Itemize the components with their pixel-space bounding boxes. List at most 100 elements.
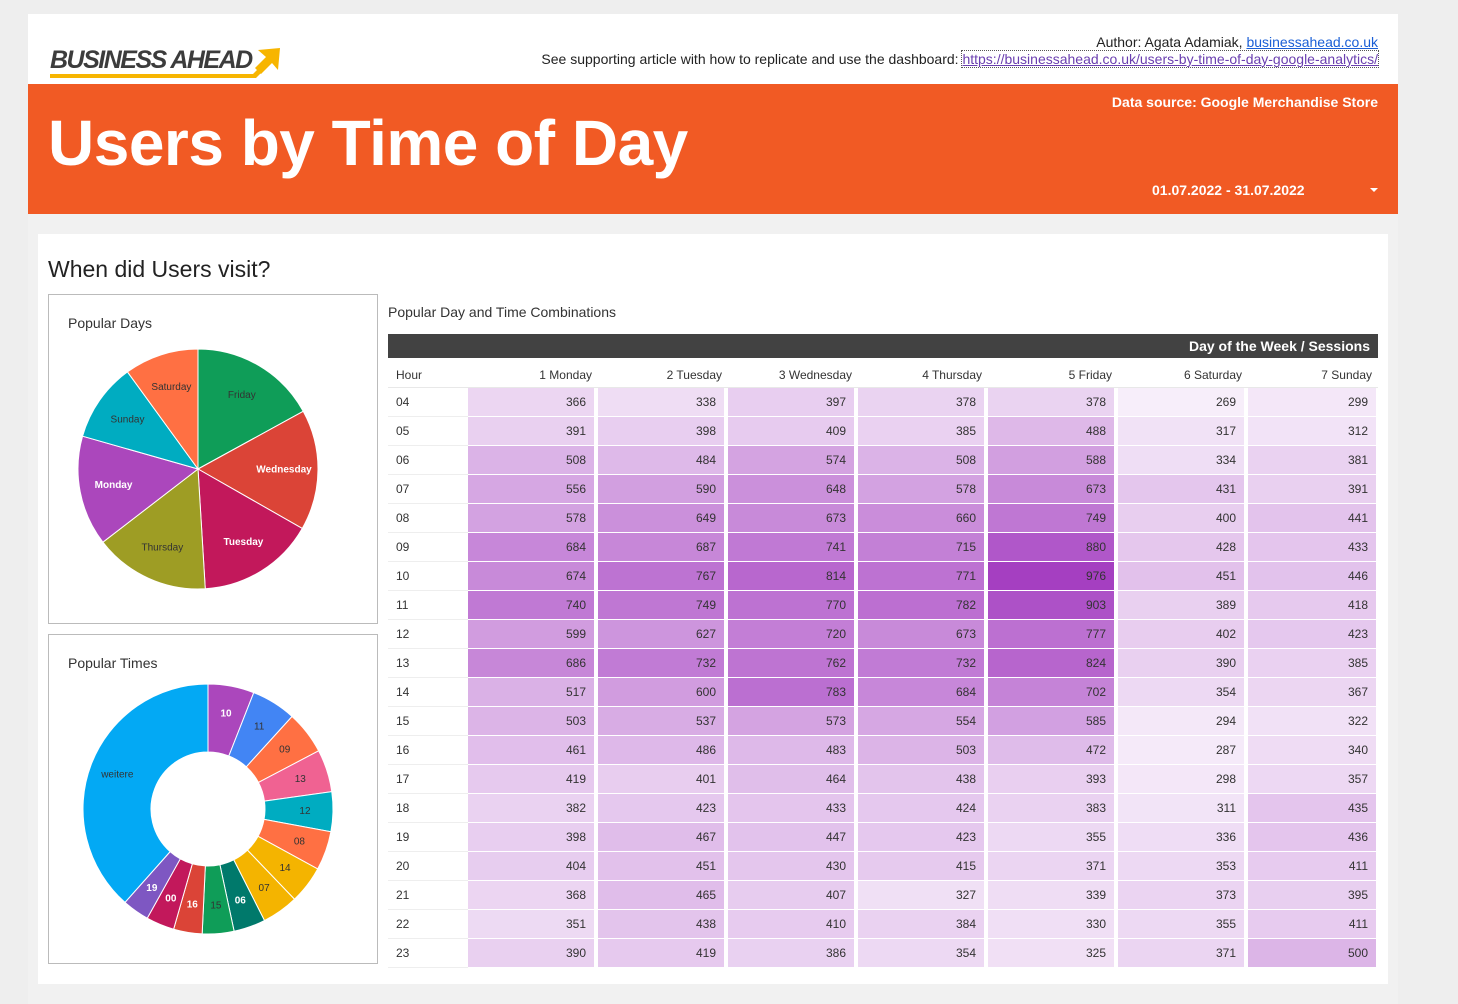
column-header-5[interactable]: 5 Friday <box>988 358 1118 388</box>
author-info: Author: Agata Adamiak, businessahead.co.… <box>541 34 1379 68</box>
heatmap-cell: 880 <box>988 533 1118 562</box>
times-slice-label: 00 <box>165 894 177 905</box>
heatmap-cell: 660 <box>858 504 988 533</box>
days-slice-sunday[interactable] <box>81 371 200 470</box>
heatmap-cell: 327 <box>858 881 988 910</box>
column-header-3[interactable]: 3 Wednesday <box>728 358 858 388</box>
heatmap-cell: 451 <box>1118 562 1248 591</box>
heatmap-cell: 299 <box>1248 388 1378 417</box>
table-row: 17 419 401 464 438 393 298 357 <box>388 765 1378 794</box>
hour-cell: 22 <box>388 910 468 939</box>
heatmap-cell: 409 <box>728 417 858 446</box>
hour-cell: 13 <box>388 649 468 678</box>
heatmap-cell: 762 <box>728 649 858 678</box>
hour-cell: 19 <box>388 823 468 852</box>
days-slice-saturday[interactable] <box>126 348 199 471</box>
heatmap-cell: 423 <box>598 794 728 823</box>
days-slice-label: Sunday <box>111 415 145 426</box>
heatmap-cell: 585 <box>988 707 1118 736</box>
article-link[interactable]: https://businessahead.co.uk/users-by-tim… <box>961 50 1379 68</box>
heatmap-cell: 386 <box>728 939 858 968</box>
author-label: Author: Agata Adamiak, <box>1096 34 1243 50</box>
heatmap-cell: 322 <box>1248 707 1378 736</box>
hour-cell: 08 <box>388 504 468 533</box>
heatmap-cell: 317 <box>1118 417 1248 446</box>
column-header-6[interactable]: 6 Saturday <box>1118 358 1248 388</box>
heatmap-cell: 436 <box>1248 823 1378 852</box>
hour-cell: 21 <box>388 881 468 910</box>
days-slice-thursday[interactable] <box>102 468 206 590</box>
heatmap-cell: 749 <box>988 504 1118 533</box>
column-header-2[interactable]: 2 Tuesday <box>598 358 728 388</box>
heatmap-cell: 741 <box>728 533 858 562</box>
table-row: 22 351 438 410 384 330 355 411 <box>388 910 1378 939</box>
days-slice-tuesday[interactable] <box>197 468 303 590</box>
hour-cell: 06 <box>388 446 468 475</box>
heatmap-cell: 770 <box>728 591 858 620</box>
heatmap-cell: 384 <box>858 910 988 939</box>
heatmap-cell: 500 <box>1248 939 1378 968</box>
heatmap-cell: 674 <box>468 562 598 591</box>
heatmap-cell: 419 <box>468 765 598 794</box>
table-row: 06 508 484 574 508 588 334 381 <box>388 446 1378 475</box>
heatmap-cell: 783 <box>728 678 858 707</box>
heatmap-cell: 353 <box>1118 852 1248 881</box>
heatmap-cell: 517 <box>468 678 598 707</box>
top-bar: BUSINESS AHEAD Author: Agata Adamiak, bu… <box>28 14 1398 84</box>
heatmap-cell: 447 <box>728 823 858 852</box>
table-row: 04 366 338 397 378 378 269 299 <box>388 388 1378 417</box>
heatmap-cell: 446 <box>1248 562 1378 591</box>
days-slice-monday[interactable] <box>77 435 200 543</box>
heatmap-cell: 390 <box>1118 649 1248 678</box>
heatmap-cell: 686 <box>468 649 598 678</box>
chevron-down-icon <box>1370 188 1378 192</box>
heatmap-cell: 294 <box>1118 707 1248 736</box>
days-slice-label: Friday <box>228 390 256 401</box>
heatmap-cell: 648 <box>728 475 858 504</box>
times-slice-weitere[interactable] <box>82 683 209 904</box>
heatmap-cell: 461 <box>468 736 598 765</box>
table-row: 21 368 465 407 327 339 373 395 <box>388 881 1378 910</box>
heatmap-cell: 556 <box>468 475 598 504</box>
column-header-1[interactable]: 1 Monday <box>468 358 598 388</box>
heatmap-cell: 590 <box>598 475 728 504</box>
column-header-4[interactable]: 4 Thursday <box>858 358 988 388</box>
hour-column-header[interactable]: Hour <box>388 358 468 388</box>
popular-days-pie-chart[interactable]: Friday Wednesday Tuesday Thursday Monday Sund… <box>49 295 377 623</box>
days-slice-wednesday[interactable] <box>196 410 319 530</box>
heatmap-cell: 389 <box>1118 591 1248 620</box>
heatmap-cell: 339 <box>988 881 1118 910</box>
heatmap-cell: 428 <box>1118 533 1248 562</box>
times-slice-label: 19 <box>146 883 158 894</box>
heatmap-cell: 483 <box>728 736 858 765</box>
author-link[interactable]: businessahead.co.uk <box>1246 34 1378 50</box>
popular-times-card: Popular Times 10 11 09 13 12 08 14 07 06 15 16 00 19… <box>48 634 378 964</box>
times-slice-label: 08 <box>294 837 306 848</box>
heatmap-cell: 269 <box>1118 388 1248 417</box>
days-slice-friday[interactable] <box>197 348 304 470</box>
heatmap-cell: 391 <box>1248 475 1378 504</box>
column-header-7[interactable]: 7 Sunday <box>1248 358 1378 388</box>
date-range-picker[interactable]: 01.07.2022 - 31.07.2022 <box>1138 180 1378 204</box>
hour-cell: 07 <box>388 475 468 504</box>
hour-cell: 23 <box>388 939 468 968</box>
heatmap-cell: 340 <box>1248 736 1378 765</box>
heatmap-cell: 368 <box>468 881 598 910</box>
heatmap-cell: 404 <box>468 852 598 881</box>
heatmap-cell: 419 <box>598 939 728 968</box>
heatmap-grid: Hour 1 Monday 2 Tuesday 3 Wednesday 4 Thurs… <box>388 358 1378 968</box>
heatmap-cell: 373 <box>1118 881 1248 910</box>
popular-times-donut-chart[interactable]: 10 11 09 13 12 08 14 07 06 15 16 00 19 weitere <box>49 635 377 963</box>
heatmap-cell: 411 <box>1248 852 1378 881</box>
times-slice-label: 16 <box>187 900 199 911</box>
heatmap-cell: 673 <box>728 504 858 533</box>
heatmap-cell: 431 <box>1118 475 1248 504</box>
heatmap-cell: 354 <box>1118 678 1248 707</box>
heatmap-cell: 287 <box>1118 736 1248 765</box>
heatmap-cell: 354 <box>858 939 988 968</box>
days-slice-label: Monday <box>95 480 133 491</box>
hour-cell: 04 <box>388 388 468 417</box>
table-row: 10 674 767 814 771 976 451 446 <box>388 562 1378 591</box>
table-row: 19 398 467 447 423 355 336 436 <box>388 823 1378 852</box>
heatmap-cell: 418 <box>1248 591 1378 620</box>
